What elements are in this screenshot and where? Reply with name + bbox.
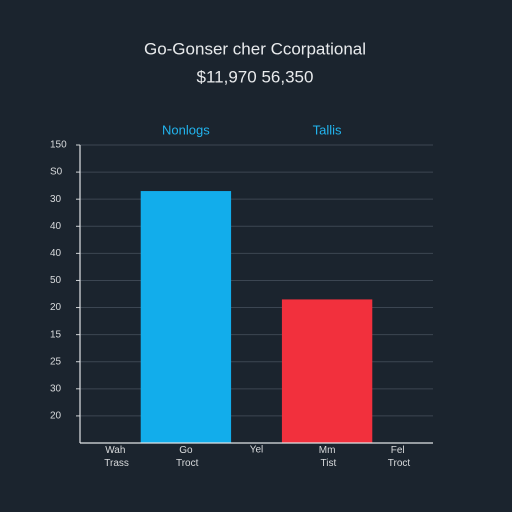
legend-label: Nonlogs xyxy=(162,122,210,137)
y-tick-label: 50 xyxy=(50,275,62,286)
x-tick-label: Mm Tist xyxy=(318,445,337,469)
y-tick-label: 25 xyxy=(50,356,62,367)
chart-title: Go-Gonser cher Ccorpational xyxy=(144,39,366,58)
x-tick-label: Wah Trass xyxy=(102,445,129,469)
bar xyxy=(281,299,373,443)
x-tick-label: Go Troct xyxy=(173,445,198,469)
y-tick-label: 20 xyxy=(50,302,62,313)
chart-subtitle: $11,970 56,350 xyxy=(197,67,314,86)
y-tick-label: S0 xyxy=(50,167,63,178)
bar xyxy=(140,191,232,443)
y-tick-label: 15 xyxy=(50,329,62,340)
x-tick-label: Yel xyxy=(250,445,264,456)
x-tick-label: Fel Troct xyxy=(385,445,410,469)
y-tick-label: 150 xyxy=(50,140,67,151)
legend-label: Tallis xyxy=(313,122,342,137)
y-tick-label: 40 xyxy=(50,221,62,232)
y-tick-label: 40 xyxy=(50,248,62,259)
y-tick-label: 20 xyxy=(50,411,62,422)
y-tick-label: 30 xyxy=(50,383,62,394)
y-tick-label: 30 xyxy=(50,194,62,205)
